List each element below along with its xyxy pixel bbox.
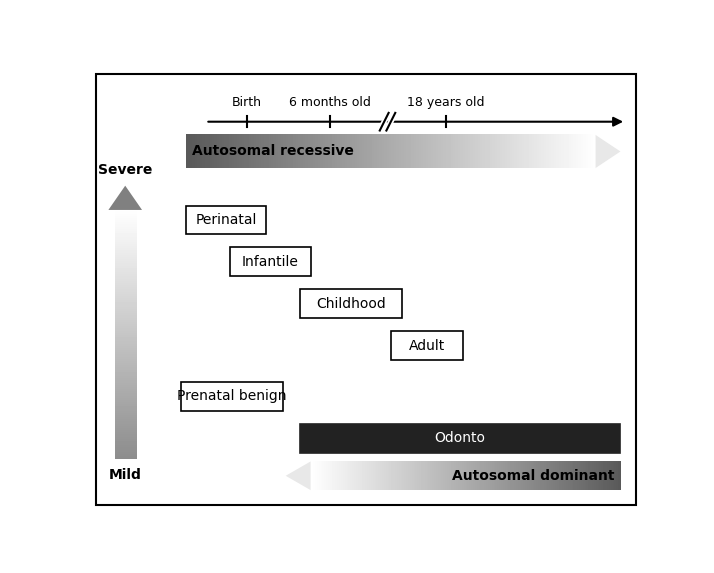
Polygon shape (109, 186, 142, 210)
FancyBboxPatch shape (231, 248, 311, 276)
Text: Autosomal dominant: Autosomal dominant (453, 469, 615, 483)
Text: 6 months old: 6 months old (289, 96, 371, 109)
Text: Odonto: Odonto (435, 431, 486, 445)
FancyBboxPatch shape (181, 382, 283, 411)
Text: Perinatal: Perinatal (196, 213, 257, 227)
Text: Infantile: Infantile (242, 255, 299, 269)
Text: 18 years old: 18 years old (408, 96, 485, 109)
FancyBboxPatch shape (391, 331, 463, 360)
FancyBboxPatch shape (186, 206, 266, 234)
Text: Childhood: Childhood (316, 297, 386, 311)
Polygon shape (595, 135, 620, 168)
Text: Autosomal recessive: Autosomal recessive (191, 144, 353, 159)
Text: Birth: Birth (232, 96, 262, 109)
Text: Mild: Mild (109, 468, 141, 482)
Text: Prenatal benign: Prenatal benign (177, 390, 286, 403)
Text: Severe: Severe (98, 163, 152, 177)
FancyBboxPatch shape (300, 424, 620, 453)
Text: Adult: Adult (408, 339, 445, 352)
Polygon shape (286, 461, 311, 490)
FancyBboxPatch shape (96, 74, 636, 505)
FancyBboxPatch shape (300, 289, 402, 318)
